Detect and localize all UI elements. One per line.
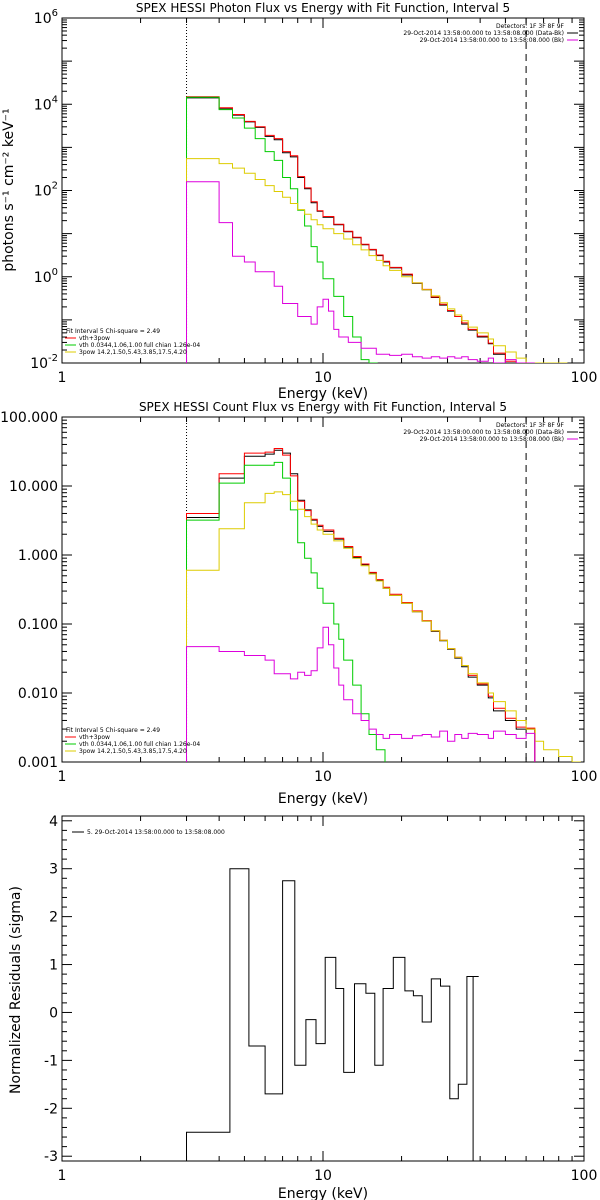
count-flux-fit-legend-text: vth 0.0344,1.06,1.00 full chian 1.26e-04 xyxy=(79,741,200,748)
photon-flux-x-tick-label: 10 xyxy=(314,370,332,386)
photon-flux-plot: 1 10 100 10-2 100 102 104 106 Detectors: 1F 3F 8… xyxy=(30,8,597,386)
count-flux-fit-legend-text: vth+3pow xyxy=(79,734,110,741)
count-flux-fit-legend-text: 3pow 14.2,1.50,5.43,3.85,17.5,4.20 xyxy=(79,748,187,755)
residuals-xlabel: Energy (keV) xyxy=(278,1186,368,1200)
photon-flux-xlabel: Energy (keV) xyxy=(278,386,368,402)
residuals-x-tick-label: 1 xyxy=(58,1168,67,1184)
count-flux-fit-legend-text: Fit Interval 5 Chi-square = 2.49 xyxy=(66,727,160,734)
residuals-y-tick-label: -1 xyxy=(44,1053,58,1069)
photon-flux-fit-legend-text: Fit Interval 5 Chi-square = 2.49 xyxy=(66,328,160,335)
count-flux-y-tick-label: 100.000 xyxy=(0,410,58,426)
photon-flux-legend-text: 29-Oct-2014 13:58:00.000 to 13:58:08.000… xyxy=(420,37,564,44)
photon-flux-series-2 xyxy=(186,96,378,363)
photon-flux-x-tick-label: 100 xyxy=(571,370,598,386)
residuals-ylabel: Normalized Residuals (sigma) xyxy=(8,886,24,1094)
residuals-y-tick-label: 3 xyxy=(49,862,58,878)
residuals-y-tick-label: 4 xyxy=(49,814,58,830)
photon-flux-fit-legend-text: vth 0.0344,1.06,1.00 full chian 1.26e-04 xyxy=(79,342,200,349)
photon-flux-legend-text: 29-Oct-2014 13:58:00.000 to 13:58:08.000… xyxy=(403,30,564,37)
photon-flux-series-1 xyxy=(186,96,535,363)
residuals-x-tick-label: 10 xyxy=(314,1168,332,1184)
photon-flux-legend-text: Detectors: 1F 3F 8F 9F xyxy=(496,23,565,30)
count-flux-series-3 xyxy=(186,491,581,762)
count-flux-series-2 xyxy=(186,461,386,762)
photon-flux-y-tick-label: 10-2 xyxy=(30,353,58,372)
residuals-panel: 1 10 100 -3 -2 -1 0 1 2 3 4 5. 29-Oct-2014 13:58:00… xyxy=(8,814,597,1200)
count-flux-x-tick-label: 1 xyxy=(58,769,67,785)
photon-flux-series-3 xyxy=(186,158,568,363)
residuals-y-tick-label: -3 xyxy=(44,1149,58,1165)
count-flux-y-tick-label: 1.000 xyxy=(18,548,58,564)
photon-flux-series-4 xyxy=(186,181,535,363)
residuals-x-tick-label: 100 xyxy=(571,1168,598,1184)
count-flux-y-tick-label: 0.001 xyxy=(18,755,58,771)
count-flux-x-tick-label: 100 xyxy=(571,769,598,785)
count-flux-y-tick-label: 0.010 xyxy=(18,686,58,702)
residuals-plot: 1 10 100 -3 -2 -1 0 1 2 3 4 5. 29-Oct-2014 13:58:00… xyxy=(44,814,597,1184)
photon-flux-y-tick-label: 106 xyxy=(34,8,58,27)
residuals-frame xyxy=(61,815,585,1162)
photon-flux-fit-legend-text: vth+3pow xyxy=(79,335,110,342)
count-flux-legend-text: 29-Oct-2014 13:58:00.000 to 13:58:08.000… xyxy=(403,429,564,436)
photon-flux-y-tick-label: 100 xyxy=(34,267,58,286)
count-flux-title: SPEX HESSI Count Flux vs Energy with Fit… xyxy=(139,400,507,414)
count-flux-panel: SPEX HESSI Count Flux vs Energy with Fit… xyxy=(0,400,597,807)
residuals-y-tick-label: 2 xyxy=(49,910,58,926)
photon-flux-y-tick-label: 104 xyxy=(34,94,58,113)
photon-flux-y-tick-label: 102 xyxy=(34,181,58,200)
photon-flux-title: SPEX HESSI Photon Flux vs Energy with Fi… xyxy=(136,1,510,15)
photon-flux-frame xyxy=(61,17,585,364)
count-flux-xlabel: Energy (keV) xyxy=(278,791,368,807)
residuals-series-0 xyxy=(186,868,479,1161)
photon-flux-panel: SPEX HESSI Photon Flux vs Energy with Fi… xyxy=(1,1,597,402)
count-flux-series-1 xyxy=(186,448,536,762)
photon-flux-x-tick-label: 1 xyxy=(58,370,67,386)
count-flux-plot: 1 10 100 0.001 0.010 0.100 1.000 10.000 100.000 D… xyxy=(0,410,597,785)
residuals-y-tick-label: 1 xyxy=(49,958,58,974)
photon-flux-ylabel: photons s⁻¹ cm⁻² keV⁻¹ xyxy=(1,108,17,271)
residuals-y-tick-label: 0 xyxy=(49,1005,58,1021)
photon-flux-fit-legend-text: 3pow 14.2,1.50,5.43,3.85,17.5,4.20 xyxy=(79,349,187,356)
count-flux-series-4 xyxy=(186,626,536,762)
residuals-legend-text: 5. 29-Oct-2014 13:58:00.000 to 13:58:08.… xyxy=(87,829,225,836)
count-flux-y-tick-label: 0.100 xyxy=(18,617,58,633)
count-flux-y-tick-label: 10.000 xyxy=(9,479,58,495)
count-flux-legend-text: 29-Oct-2014 13:58:00.000 to 13:58:08.000… xyxy=(420,436,564,443)
residuals-y-tick-label: -2 xyxy=(44,1101,58,1117)
count-flux-x-tick-label: 10 xyxy=(314,769,332,785)
photon-flux-series-0 xyxy=(186,97,535,363)
count-flux-legend-text: Detectors: 1F 3F 8F 9F xyxy=(496,422,565,429)
